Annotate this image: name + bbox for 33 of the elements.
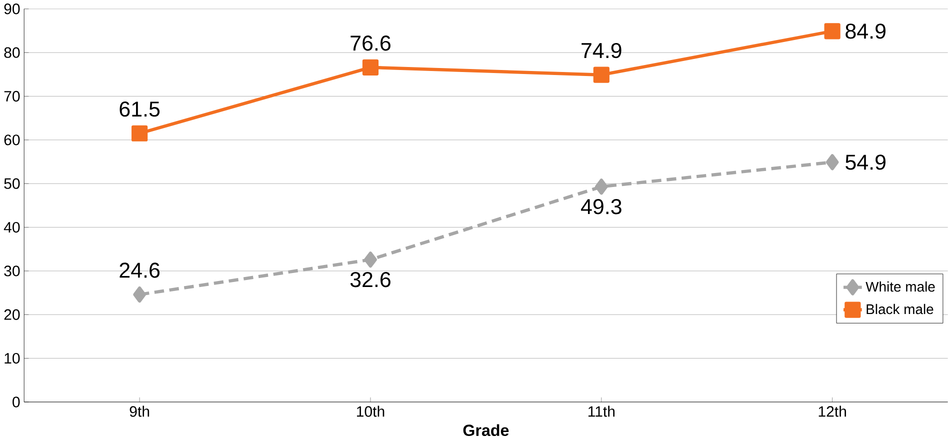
point: [362, 60, 379, 76]
y-tick-label: 0: [12, 396, 20, 408]
point: [824, 23, 840, 40]
y-tick-label: 80: [4, 47, 20, 58]
data-label: 61.5: [120, 102, 160, 117]
data-label: 76.6: [350, 36, 390, 51]
point: [594, 178, 608, 195]
x-axis-title: Grade: [463, 424, 509, 436]
legend-label: White male: [866, 282, 935, 292]
x-tick-label: 12th: [818, 406, 846, 417]
y-tick-label: 10: [4, 353, 20, 364]
y-tick-label: 70: [4, 91, 20, 102]
y-tick-label: 20: [4, 309, 20, 320]
data-label: 32.6: [350, 272, 390, 288]
x-tick-label: 10th: [357, 406, 384, 418]
y-tick-label: 30: [4, 266, 20, 276]
point: [364, 252, 377, 268]
data-label: 84.9: [846, 24, 886, 39]
point: [133, 286, 146, 303]
data-label: 74.9: [582, 43, 622, 58]
data-label: 24.6: [120, 262, 160, 278]
point: [826, 154, 839, 170]
data-label: 54.9: [846, 154, 886, 170]
x-tick-label: 11th: [588, 406, 615, 417]
legend-label: Black male: [866, 304, 934, 314]
y-tick-label: 90: [4, 4, 20, 14]
x-tick-label: 9th: [130, 406, 150, 418]
point: [132, 126, 148, 142]
y-tick-label: 40: [4, 222, 20, 233]
point: [593, 66, 610, 84]
y-tick-label: 50: [4, 178, 20, 190]
y-tick-label: 60: [4, 134, 20, 146]
data-label: 49.3: [580, 199, 622, 214]
